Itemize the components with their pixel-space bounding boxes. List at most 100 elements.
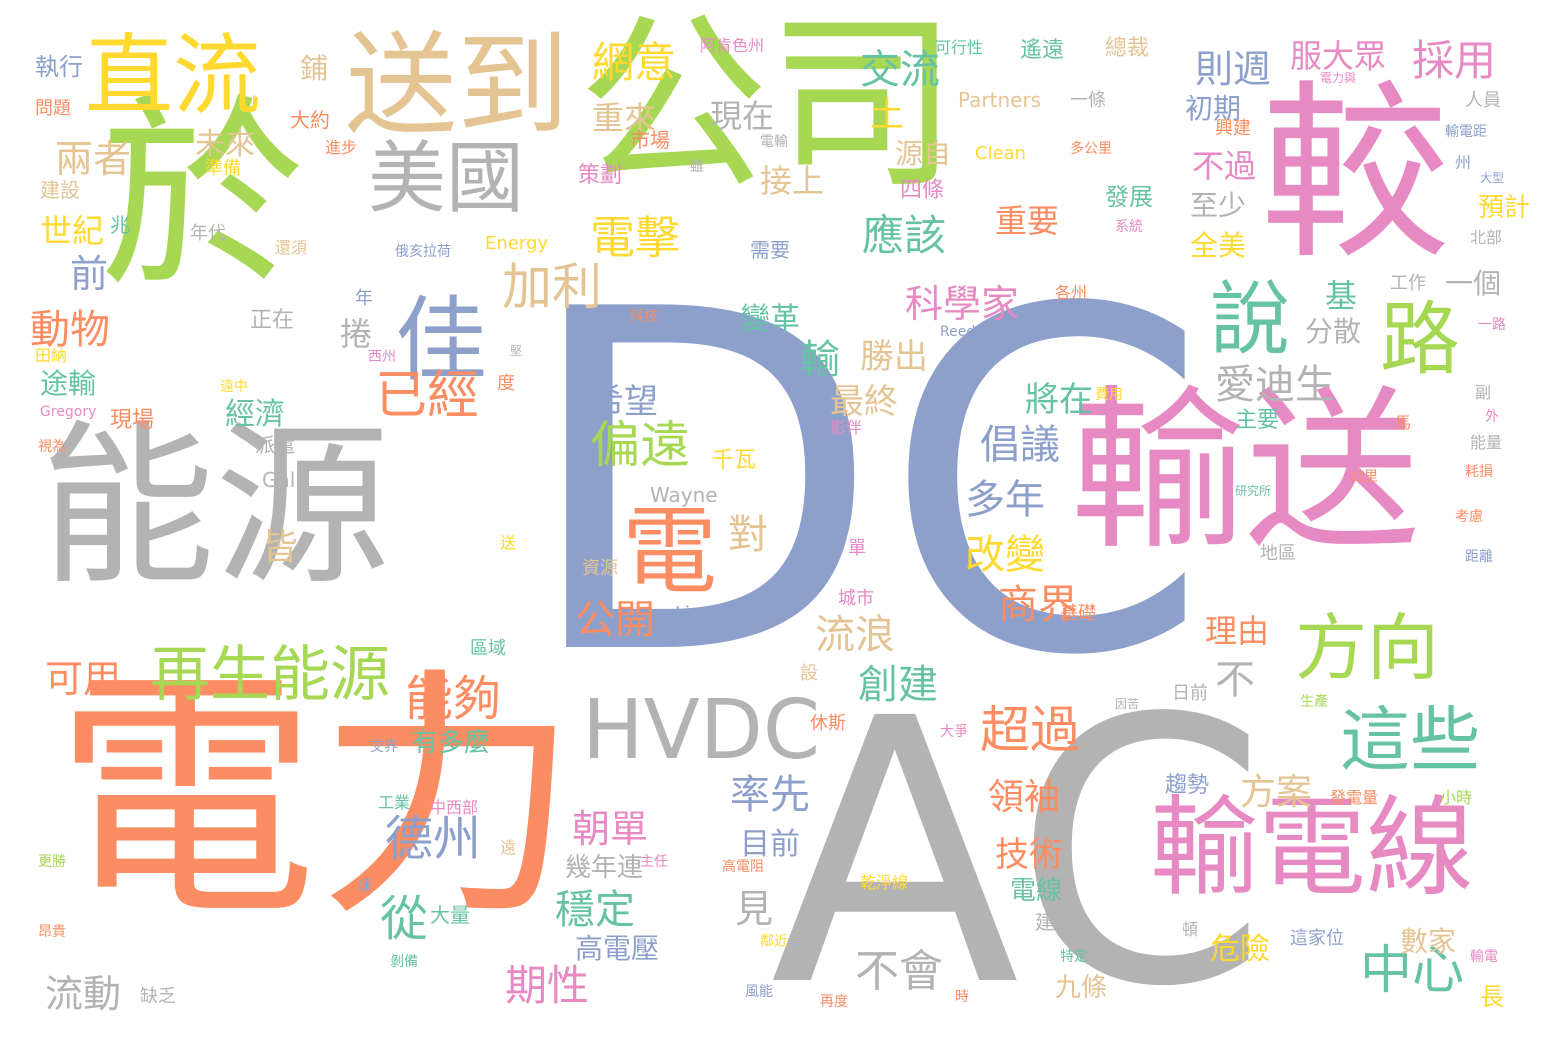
word-jiaoliu: 交流 (860, 47, 940, 93)
word-sitiao: 四條 (900, 178, 945, 203)
word-jian2: 堅 (510, 344, 523, 358)
word-gengsheng: 更勝 (38, 854, 66, 870)
word-ac: AC (770, 642, 1269, 1052)
word-jia: 佳 (395, 287, 488, 394)
word-dianxian: 電線 (1010, 876, 1063, 906)
word-qian: 前 (70, 252, 109, 296)
word-jiali: 加利 (502, 258, 602, 316)
word-yingban: 影伴 (830, 418, 863, 437)
word-zaidu: 再度 (820, 994, 848, 1010)
word-nian: 年 (355, 288, 373, 309)
word-dazheng: 大爭 (940, 724, 968, 740)
word-zhuren: 主任 (640, 854, 668, 870)
word-line: Line (675, 603, 713, 624)
word-galli: Galli (262, 468, 307, 492)
word-yanjiusuo: 研究所 (1235, 484, 1272, 498)
word-zhiliu: 直流 (85, 24, 262, 127)
word-shudianju: 輸電距 (1445, 124, 1487, 140)
word-pu: 鋪 (300, 52, 329, 85)
word-jichu: 基礎 (1060, 603, 1096, 624)
word-jishu: 技術 (995, 835, 1063, 875)
word-zhao: 兆 (110, 213, 130, 237)
word-linjin: 鄰近 (760, 934, 788, 950)
word-she: 設 (800, 663, 818, 684)
word-duogongli: 多公里 (1070, 141, 1112, 157)
word-dianshu: 電輸 (760, 134, 788, 150)
word-eyulahe: 俄亥拉荷 (395, 244, 451, 260)
word-weixian: 危險 (1210, 932, 1270, 967)
word-dun: 頓 (1182, 920, 1199, 939)
word-fensan: 分散 (1305, 315, 1362, 348)
word-jinbu: 進步 (325, 138, 358, 157)
word-dianji: 電擊 (590, 211, 681, 264)
word-haixu: 還須 (275, 238, 308, 257)
word-daliang: 大量 (430, 903, 470, 927)
word-shuaixian: 率先 (730, 772, 810, 818)
word-kexuejia: 科學家 (905, 282, 1020, 326)
word-jianzao: 建造 (1035, 910, 1075, 934)
word-dan: 單 (848, 538, 866, 559)
word-dongwu: 動物 (30, 307, 110, 353)
word-xiwang: 希望 (590, 382, 658, 422)
word-liudong: 流動 (45, 972, 122, 1016)
word-jieshang: 接上 (760, 162, 825, 200)
word-jingji: 經濟 (225, 397, 285, 432)
word-niandai: 年代 (190, 223, 226, 244)
word-yuan: 遠 (500, 838, 517, 857)
word-jiaojie: 交界 (370, 739, 398, 755)
word-zhou: 州 (1455, 153, 1472, 172)
word-gongzuo: 工作 (1390, 273, 1426, 294)
word-beibu: 北部 (1470, 228, 1503, 247)
word-changyi: 倡議 (980, 422, 1060, 468)
word-song: 送 (500, 533, 517, 552)
word-dayue: 大約 (290, 108, 330, 132)
word-yijing: 已經 (375, 366, 480, 426)
word-juli: 距離 (1465, 549, 1493, 565)
word-ma: 馬 (1395, 413, 1412, 432)
word-shu: 輸 (800, 337, 840, 383)
word-gezhou: 各州 (1055, 283, 1088, 302)
word-gaibian: 改變 (965, 532, 1045, 578)
word-fengneng: 風能 (745, 984, 773, 1000)
word-keji: 科技 (630, 309, 658, 325)
word-zhuyao: 主要 (1235, 408, 1280, 433)
word-shuo: 說 (1210, 273, 1290, 366)
word-quefa: 缺乏 (140, 986, 176, 1007)
word-zhixing: 執行 (35, 53, 83, 81)
word-fu: 副 (1475, 383, 1492, 402)
word-liangzhe: 兩者 (55, 137, 132, 181)
word-yinggai: 應該 (862, 211, 947, 260)
word-buhui: 不會 (855, 946, 943, 997)
word-qixing: 期性 (505, 961, 590, 1010)
word-juan: 捲 (340, 315, 373, 353)
word-kaolv: 考慮 (1455, 509, 1483, 525)
word-dezhou: 德州 (385, 811, 482, 867)
word-shi: 時 (955, 989, 969, 1005)
word-zhang: 長 (1480, 983, 1504, 1011)
word-yuanzhong: 遠中 (220, 379, 248, 395)
word-ganjingxian: 乾淨線 (860, 873, 909, 892)
word-tushu: 途輸 (40, 367, 97, 400)
word-jiao: 較 (1260, 64, 1451, 285)
word-haosun: 耗損 (1465, 464, 1493, 480)
word-shiwei: 視為 (38, 439, 66, 455)
word-jianshe: 建設 (40, 178, 80, 202)
word-zhishao: 至少 (1190, 189, 1247, 222)
word-dianliyu: 電力與 (1320, 71, 1357, 85)
word-lu: 路 (1380, 293, 1460, 386)
word-yitiao: 一條 (1070, 90, 1106, 111)
word-cong: 從 (380, 891, 429, 947)
word-gongkai: 公開 (575, 597, 655, 643)
word-onggui: 昂貴 (38, 924, 66, 940)
word-meiguo: 美國 (368, 134, 525, 224)
word-du: 度 (497, 373, 515, 394)
word-chonglai: 重來 (592, 99, 657, 137)
word-daxing: 大型 (1480, 171, 1505, 185)
word-fadianliang: 發電量 (1330, 788, 1379, 807)
word-feiyong: 費用 (1095, 387, 1123, 403)
word-jian: 見 (735, 887, 774, 931)
word-akensezhou: 阿肯色州 (700, 36, 765, 55)
word-shichang: 市場 (630, 128, 670, 152)
word-shudian: 輸電 (1470, 949, 1498, 965)
word-zezhou: 則週 (1195, 47, 1272, 91)
